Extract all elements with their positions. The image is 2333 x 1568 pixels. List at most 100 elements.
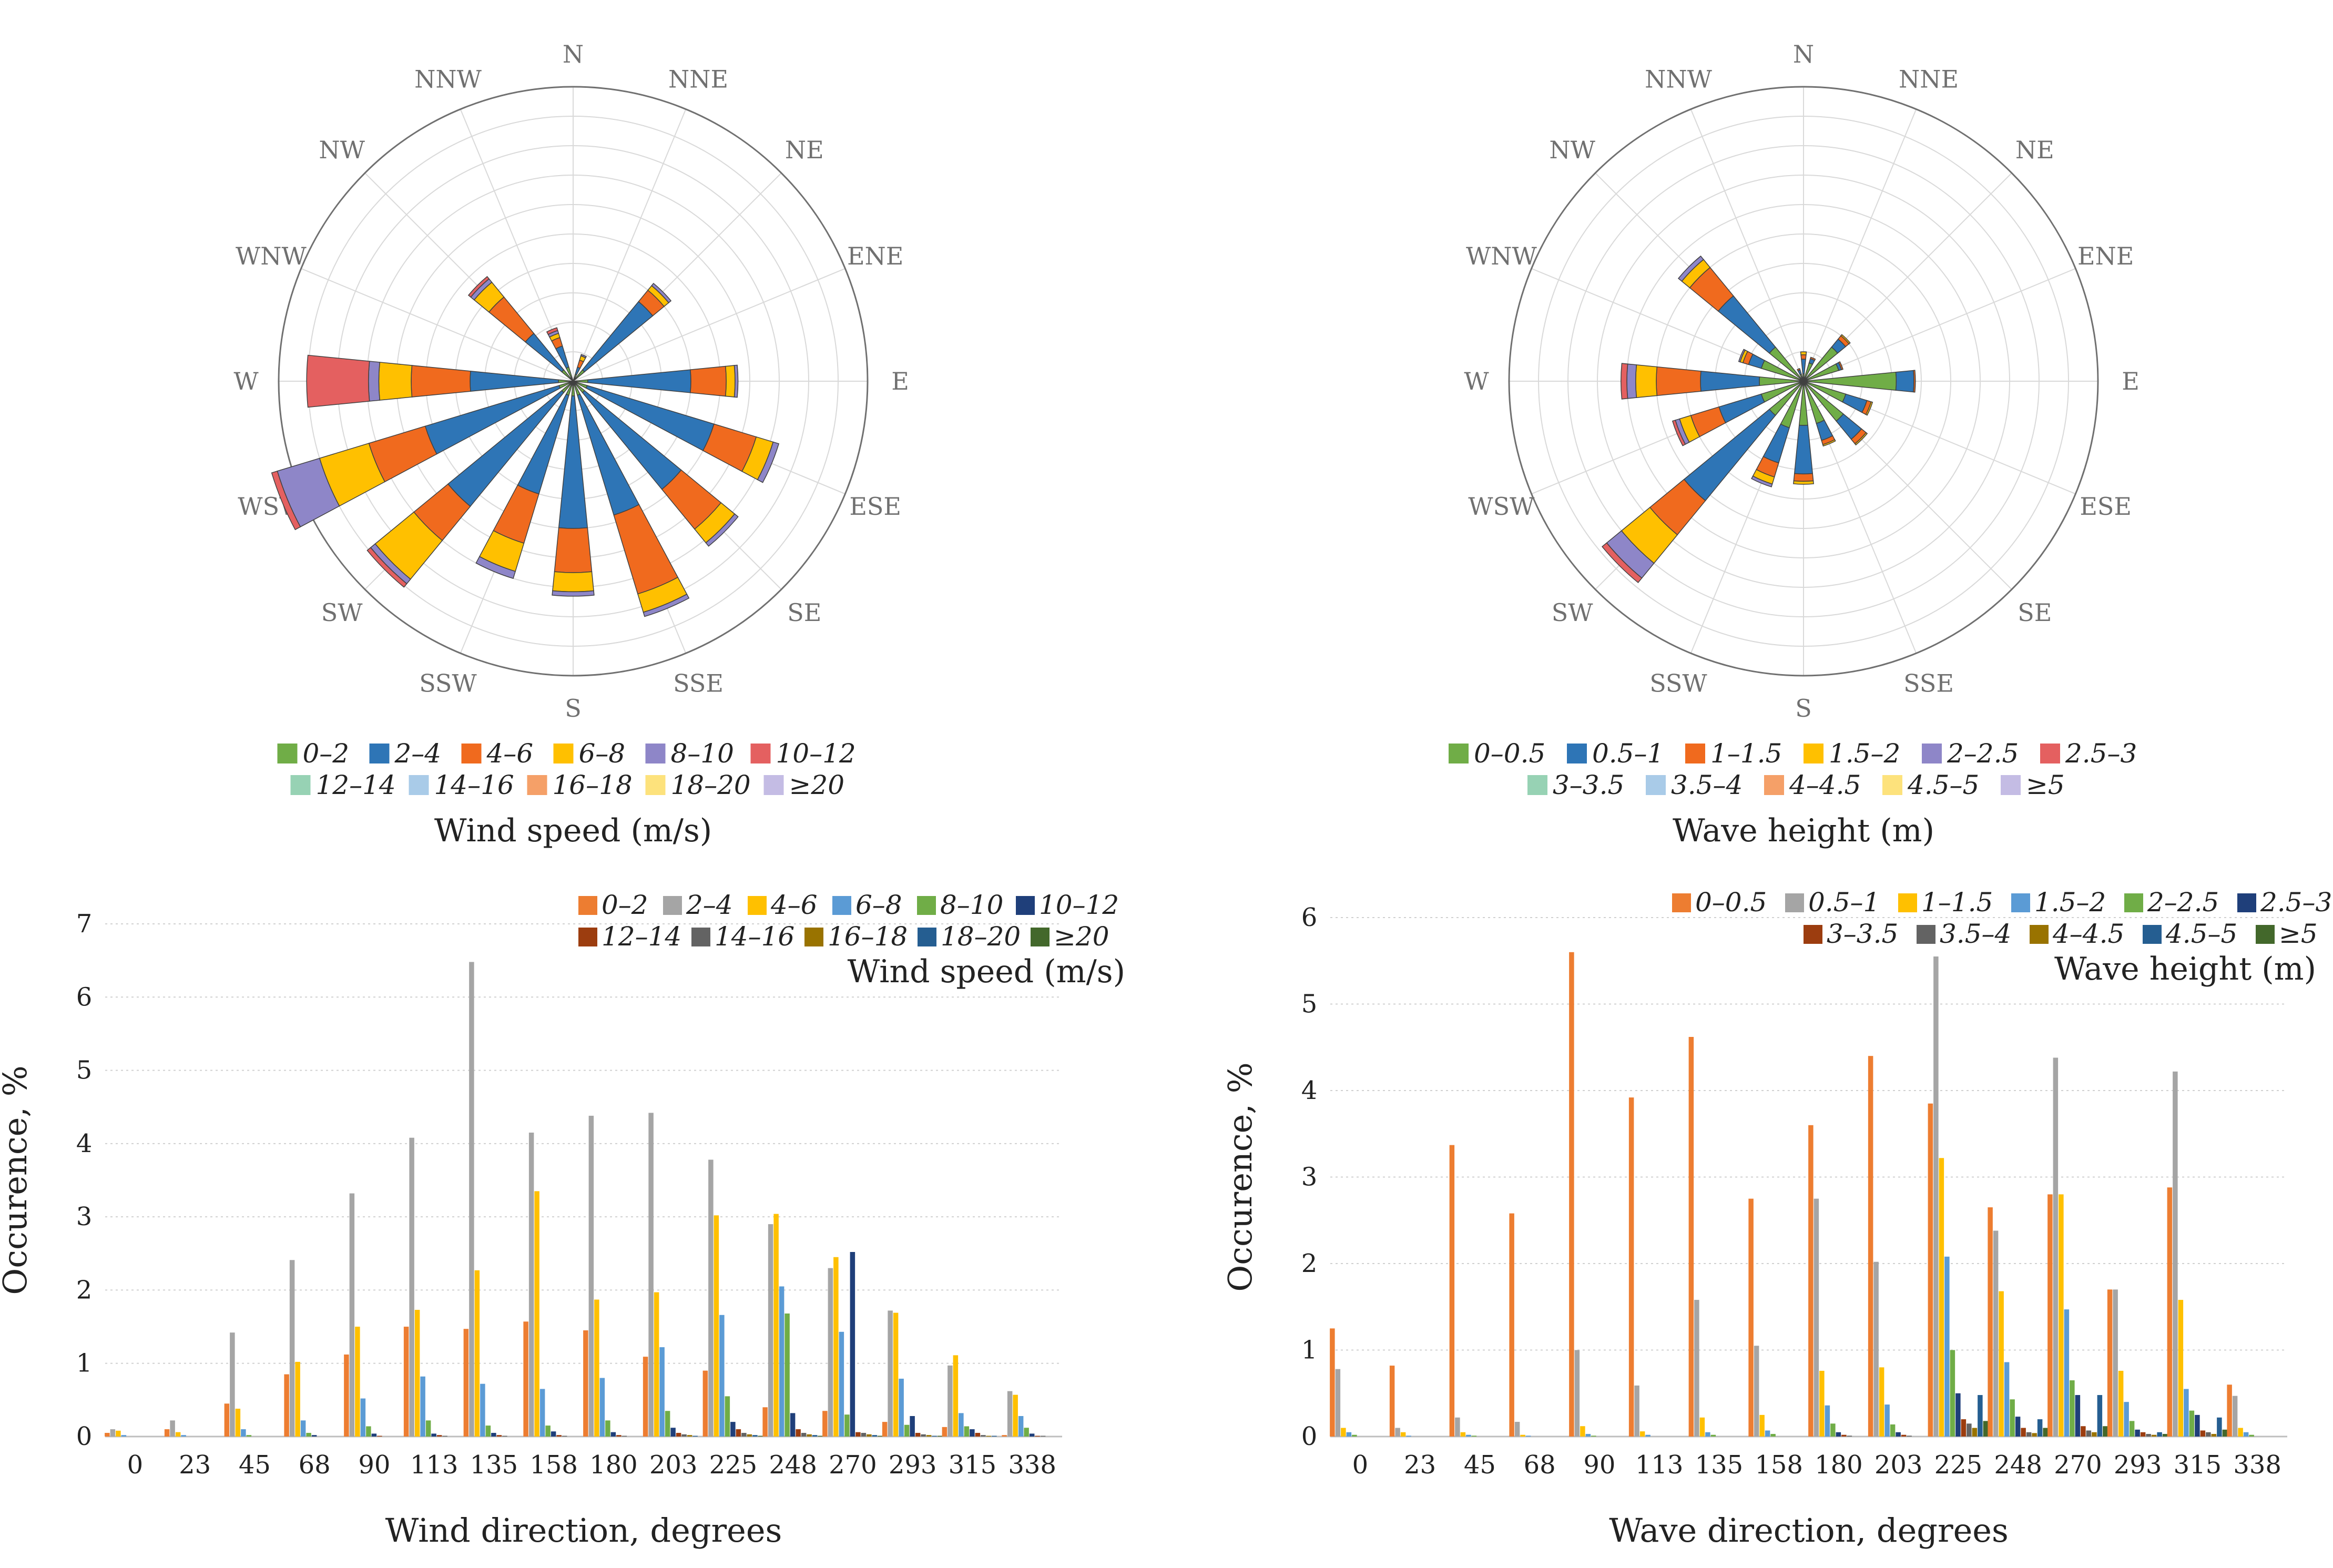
bar-293-series-0 bbox=[2107, 1289, 2113, 1437]
bar-225-series-9 bbox=[752, 1435, 758, 1437]
bar-270-series-10 bbox=[878, 1435, 883, 1437]
rose-wedge-sse-bin-2 bbox=[613, 504, 679, 595]
bar-180-series-0 bbox=[1808, 1125, 1814, 1437]
bar-293-series-10 bbox=[937, 1435, 943, 1437]
bar-158-series-0 bbox=[1748, 1198, 1754, 1437]
legend-label-5: 10–12 bbox=[776, 738, 856, 769]
bar-158-series-3 bbox=[1765, 1430, 1770, 1437]
rose-wedge-n-bin-2 bbox=[1800, 354, 1807, 360]
legend-label-5: 2.5–3 bbox=[2065, 738, 2137, 769]
rose-wedge-ne-bin-1 bbox=[582, 301, 654, 373]
legend-label-1: 2–4 bbox=[394, 738, 442, 769]
bar-158-series-7 bbox=[562, 1435, 567, 1437]
bar-203-series-2 bbox=[654, 1292, 659, 1437]
bar-270-series-4 bbox=[844, 1414, 850, 1437]
legend-swatch-7 bbox=[409, 775, 429, 795]
x-tick-label: 293 bbox=[889, 1450, 937, 1480]
legend-label-4: 2–2.5 bbox=[1947, 738, 2019, 769]
bar-270-series-2 bbox=[833, 1257, 839, 1437]
bar-293-series-3 bbox=[2124, 1402, 2129, 1437]
bar-158-series-2 bbox=[534, 1191, 539, 1437]
bar-legend-swatch-7 bbox=[691, 928, 710, 946]
legend-label-2: 1–1.5 bbox=[1710, 738, 1782, 769]
x-tick-label: 270 bbox=[829, 1450, 877, 1480]
bar-248-series-6 bbox=[796, 1429, 801, 1437]
x-tick-label: 90 bbox=[358, 1450, 390, 1480]
bar-68-series-0 bbox=[1509, 1213, 1514, 1437]
rose-wedge-wsw-bin-5 bbox=[271, 470, 301, 531]
y-tick-label: 3 bbox=[1301, 1163, 1318, 1192]
bar-293-series-8 bbox=[2151, 1434, 2157, 1437]
x-tick-label: 135 bbox=[1695, 1450, 1744, 1480]
bar-legend-label-0: 0–0.5 bbox=[1695, 887, 1767, 918]
x-tick-label: 0 bbox=[1352, 1450, 1369, 1480]
bar-203-series-4 bbox=[1890, 1424, 1896, 1437]
legend-swatch-3 bbox=[1804, 744, 1823, 763]
bar-270-series-5 bbox=[2075, 1395, 2081, 1437]
bar-legend-swatch-7 bbox=[1917, 925, 1935, 944]
bar-203-series-3 bbox=[1884, 1404, 1890, 1437]
bar-legend-label-9: 18–20 bbox=[941, 921, 1021, 952]
bar-315-series-1 bbox=[948, 1365, 953, 1437]
bar-293-series-7 bbox=[2146, 1434, 2151, 1437]
legend-swatch-2 bbox=[1685, 744, 1705, 763]
direction-label-wnw: WNW bbox=[236, 242, 307, 270]
legend-swatch-10 bbox=[2001, 775, 2021, 795]
rose-wedge-nw-bin-5 bbox=[467, 276, 490, 298]
bar-203-series-0 bbox=[643, 1357, 648, 1437]
bar-45-series-2 bbox=[235, 1409, 241, 1437]
bar-270-series-8 bbox=[867, 1434, 872, 1437]
bar-203-series-0 bbox=[1868, 1056, 1873, 1437]
bar-293-series-2 bbox=[2118, 1370, 2124, 1437]
rose-wedge-sw-bin-5 bbox=[366, 547, 407, 588]
x-tick-label: 45 bbox=[1464, 1450, 1496, 1480]
bar-legend-swatch-3 bbox=[2011, 893, 2030, 912]
rose-wedge-n-bin-3 bbox=[1800, 351, 1807, 355]
x-tick-label: 158 bbox=[1755, 1450, 1803, 1480]
bar-legend-label-10: ≥20 bbox=[1054, 921, 1109, 952]
bar-293-series-5 bbox=[2135, 1429, 2140, 1437]
x-tick-label: 113 bbox=[1635, 1450, 1684, 1480]
bar-270-series-2 bbox=[2059, 1194, 2064, 1437]
x-tick-label: 225 bbox=[709, 1450, 758, 1480]
legend-swatch-0 bbox=[277, 744, 298, 763]
legend-swatch-3 bbox=[553, 744, 574, 763]
bar-293-series-9 bbox=[2157, 1432, 2162, 1437]
rose-wedge-w-bin-1 bbox=[1700, 371, 1760, 392]
legend-swatch-7 bbox=[1646, 775, 1666, 795]
bar-315-series-2 bbox=[953, 1355, 959, 1437]
direction-label-se: SE bbox=[787, 598, 821, 627]
bar-135-series-7 bbox=[502, 1435, 507, 1437]
rose-wedge-s-bin-3 bbox=[1793, 480, 1814, 485]
y-tick-label: 5 bbox=[76, 1056, 93, 1085]
rose-wedge-n-bin-1 bbox=[1801, 359, 1806, 374]
bar-45-series-3 bbox=[241, 1429, 246, 1437]
bar-45-series-4 bbox=[246, 1435, 252, 1437]
bar-legend-label-5: 2.5–3 bbox=[2260, 887, 2332, 918]
y-tick-label: 2 bbox=[1301, 1249, 1318, 1278]
bar-135-series-1 bbox=[469, 962, 474, 1437]
rose-wedge-nnw-bin-5 bbox=[546, 327, 558, 335]
x-tick-label: 68 bbox=[299, 1450, 331, 1480]
bar-248-series-0 bbox=[1988, 1207, 1993, 1437]
bar-203-series-4 bbox=[665, 1411, 670, 1437]
bar-legend-label-1: 0.5–1 bbox=[1808, 887, 1880, 918]
bar-225-series-1 bbox=[1933, 956, 1939, 1437]
bar-203-series-1 bbox=[1873, 1261, 1879, 1437]
legend-swatch-9 bbox=[645, 775, 666, 795]
bar-45-series-0 bbox=[224, 1403, 230, 1437]
bar-23-series-1 bbox=[1395, 1428, 1400, 1437]
legend-label-9: 4.5–5 bbox=[1907, 770, 1979, 800]
legend-swatch-0 bbox=[1449, 744, 1469, 763]
bar-68-series-4 bbox=[306, 1433, 311, 1437]
legend-label-4: 8–10 bbox=[671, 738, 734, 769]
bar-legend-swatch-4 bbox=[2124, 893, 2143, 912]
y-tick-label: 1 bbox=[1301, 1336, 1318, 1365]
legend-label-1: 0.5–1 bbox=[1592, 738, 1664, 769]
bar-293-series-0 bbox=[882, 1422, 888, 1437]
y-axis-title: Occurence, % bbox=[0, 1065, 34, 1295]
bar-legend-label-3: 6–8 bbox=[855, 890, 902, 920]
bar-225-series-3 bbox=[719, 1315, 725, 1437]
rose-wedge-ese-bin-3 bbox=[1865, 401, 1873, 416]
bar-248-series-5 bbox=[2015, 1417, 2021, 1437]
